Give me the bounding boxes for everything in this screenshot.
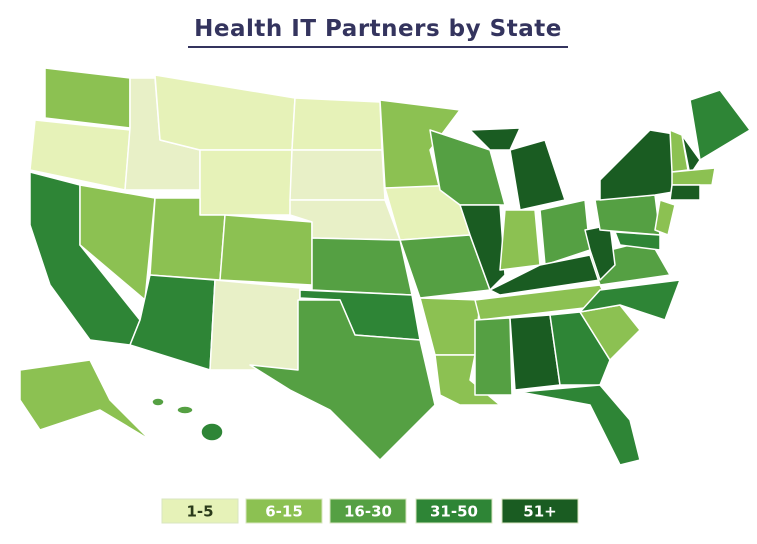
state bbox=[469, 127, 521, 151]
state bbox=[289, 149, 386, 201]
state bbox=[519, 384, 641, 466]
state bbox=[579, 279, 681, 321]
state bbox=[594, 194, 661, 236]
state bbox=[291, 97, 383, 151]
state bbox=[499, 209, 541, 271]
state bbox=[474, 317, 513, 396]
state bbox=[209, 279, 301, 371]
state bbox=[539, 199, 591, 266]
state bbox=[249, 299, 436, 461]
state bbox=[154, 74, 296, 151]
legend-label: 51+ bbox=[523, 503, 556, 521]
state bbox=[669, 184, 701, 201]
state bbox=[199, 149, 293, 216]
legend-swatch bbox=[245, 498, 323, 524]
state bbox=[200, 422, 224, 442]
state bbox=[129, 274, 216, 371]
state bbox=[689, 89, 751, 161]
legend-swatch bbox=[161, 498, 239, 524]
state bbox=[311, 237, 413, 296]
legend-label: 16-30 bbox=[344, 503, 392, 521]
state bbox=[509, 139, 566, 211]
state bbox=[151, 397, 165, 407]
state bbox=[19, 359, 151, 441]
legend-swatch bbox=[501, 498, 579, 524]
title: Health IT Partners by State bbox=[194, 16, 562, 42]
states bbox=[19, 67, 751, 466]
legend-label: 1-5 bbox=[186, 503, 213, 521]
state bbox=[654, 199, 676, 236]
legend-swatch bbox=[415, 498, 493, 524]
legend-label: 6-15 bbox=[265, 503, 303, 521]
state bbox=[176, 405, 194, 415]
state bbox=[44, 67, 131, 129]
legend-swatch bbox=[329, 498, 407, 524]
state bbox=[671, 167, 716, 186]
state bbox=[459, 204, 506, 291]
state bbox=[669, 129, 689, 173]
state bbox=[549, 311, 611, 386]
state bbox=[379, 99, 461, 191]
legend: 1-5 6-15 16-30 31-50 51+ bbox=[161, 498, 579, 524]
state bbox=[219, 214, 313, 286]
state bbox=[419, 297, 481, 356]
state bbox=[614, 231, 661, 251]
legend-label: 31-50 bbox=[430, 503, 478, 521]
